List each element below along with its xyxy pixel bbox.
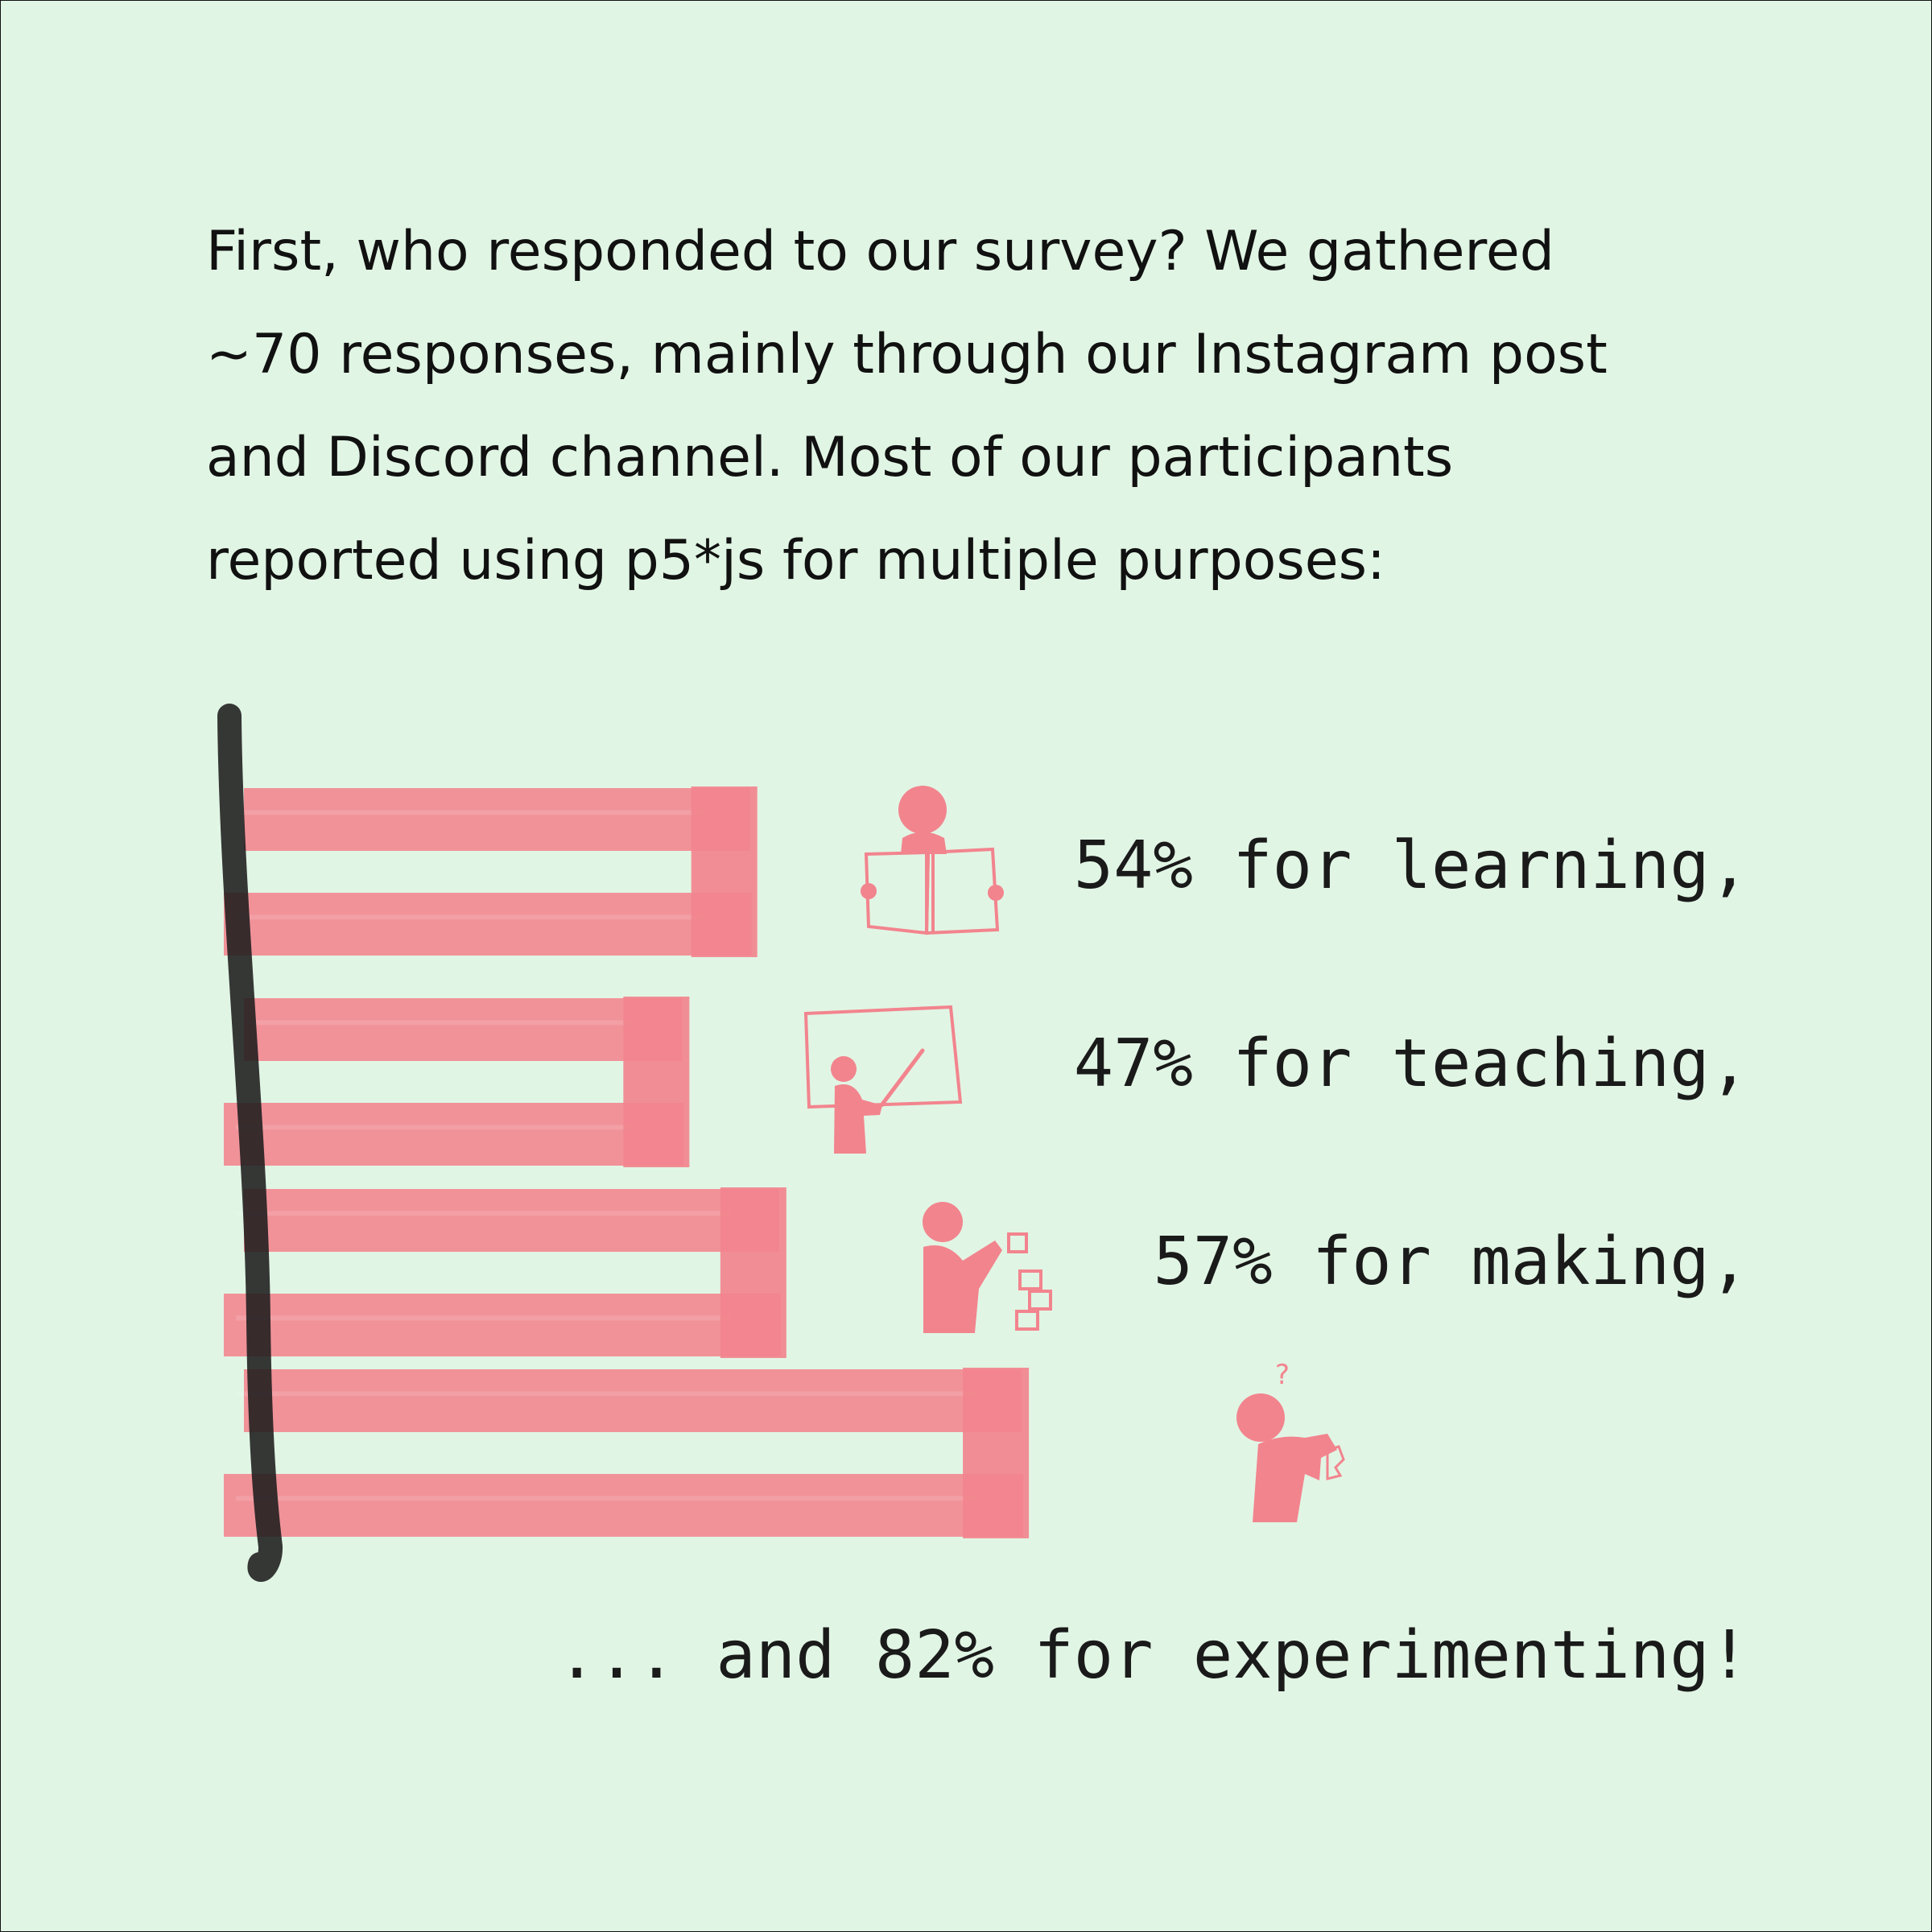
teaching-person-icon bbox=[803, 1005, 963, 1154]
intro-line: reported using p5*js for multiple purpos… bbox=[206, 529, 1385, 592]
reading-person-icon bbox=[861, 786, 1004, 935]
bar-teaching bbox=[224, 997, 690, 1167]
intro-line: ~70 responses, mainly through our Instag… bbox=[206, 323, 1608, 386]
y-axis-line bbox=[217, 704, 283, 1582]
data-label-teaching: 47% for teaching, bbox=[1074, 1026, 1749, 1102]
intro-line: and Discord channel. Most of our partici… bbox=[206, 426, 1454, 489]
bar-experimenting bbox=[224, 1368, 1030, 1538]
experimenting-person-icon: ? bbox=[1236, 1359, 1345, 1522]
bar-learning bbox=[224, 786, 758, 957]
intro-line: First, who responded to our survey? We g… bbox=[206, 220, 1554, 283]
data-label-making: 57% for making, bbox=[1153, 1224, 1749, 1300]
data-label-learning: 54% for learning, bbox=[1074, 828, 1749, 904]
bar-making bbox=[224, 1187, 786, 1358]
icons-layer: ? bbox=[803, 786, 1345, 1522]
labels-layer: 54% for learning, 47% for teaching, 57% fo… bbox=[557, 828, 1749, 1694]
intro-text: First, who responded to our survey? We g… bbox=[206, 200, 1816, 613]
making-person-icon bbox=[923, 1202, 1052, 1333]
data-label-experimenting: ... and 82% for experimenting! bbox=[557, 1617, 1749, 1694]
bars-layer bbox=[224, 786, 1030, 1538]
svg-text:?: ? bbox=[1275, 1359, 1290, 1391]
